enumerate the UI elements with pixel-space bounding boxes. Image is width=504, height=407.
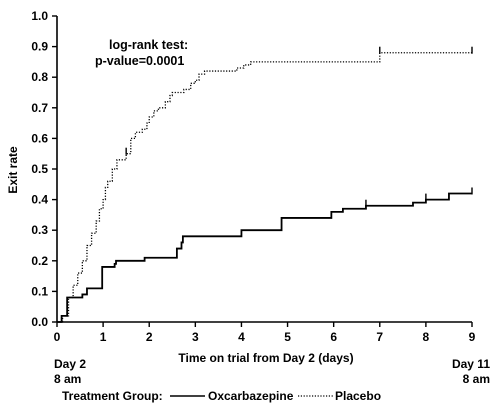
axes (52, 15, 473, 327)
y-tick-label: 0.9 (31, 40, 48, 54)
x-end-label-day: Day 11 (452, 357, 490, 371)
x-tick-label: 8 (423, 330, 430, 344)
x-tick-label: 4 (238, 330, 245, 344)
series-line-oxcarbazepine (57, 192, 472, 323)
x-tick-label: 5 (284, 330, 291, 344)
legend-label-oxcarbazepine: Oxcarbazepine (208, 389, 294, 403)
x-end-label-time: 8 am (463, 372, 490, 386)
series-line-placebo (57, 52, 472, 323)
y-tick-label: 1.0 (31, 9, 48, 23)
x-axis-label: Time on trial from Day 2 (days) (178, 351, 353, 365)
legend-title: Treatment Group: (62, 389, 163, 403)
legend-label-placebo: Placebo (335, 389, 381, 403)
y-tick-label: 0.4 (31, 193, 48, 207)
x-start-label-time: 8 am (54, 372, 81, 386)
y-tick-label: 0.8 (31, 70, 48, 84)
y-tick-label: 0.5 (31, 162, 48, 176)
pvalue-label: p-value=0.0001 (95, 54, 184, 68)
x-tick-label: 1 (100, 330, 107, 344)
x-tick-labels: 0 1 2 3 4 5 6 7 8 9 (54, 330, 476, 344)
y-axis-label: Exit rate (6, 146, 20, 194)
y-tick-label: 0.6 (31, 131, 48, 145)
x-tick-label: 3 (192, 330, 199, 344)
y-tick-label: 0.3 (31, 223, 48, 237)
y-tick-label: 0.2 (31, 254, 48, 268)
y-tick-label: 0.7 (31, 101, 48, 115)
y-tick-label: 0.1 (31, 284, 48, 298)
x-tick-label: 7 (376, 330, 383, 344)
series-lines (57, 46, 473, 323)
logrank-label: log-rank test: (109, 38, 188, 52)
x-start-label-day: Day 2 (54, 357, 86, 371)
x-tick-label: 6 (330, 330, 337, 344)
x-tick-label: 0 (54, 330, 61, 344)
y-tick-labels: 0.0 0.1 0.2 0.3 0.4 0.5 0.6 0.7 0.8 0.9 1.0 (31, 9, 48, 329)
x-tick-label: 2 (146, 330, 153, 344)
y-tick-label: 0.0 (31, 315, 48, 329)
x-tick-label: 9 (469, 330, 476, 344)
